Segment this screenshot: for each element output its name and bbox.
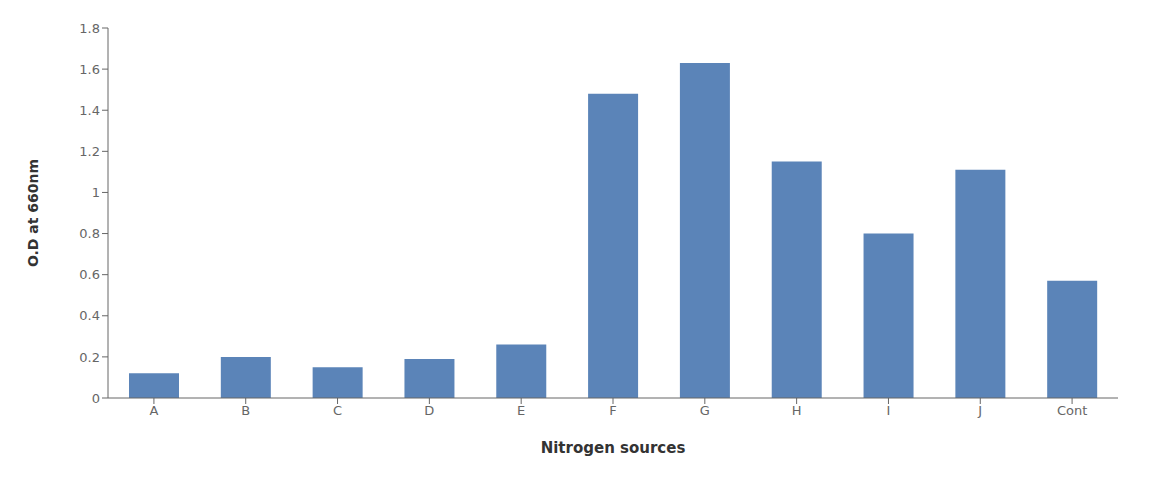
svg-text:B: B <box>241 403 250 418</box>
svg-text:Nitrogen sources: Nitrogen sources <box>541 439 686 457</box>
svg-text:0.6: 0.6 <box>79 267 100 282</box>
svg-text:0: 0 <box>92 391 100 406</box>
svg-text:C: C <box>333 403 342 418</box>
svg-text:I: I <box>887 403 891 418</box>
svg-text:H: H <box>792 403 802 418</box>
svg-text:1.8: 1.8 <box>79 21 100 36</box>
svg-text:A: A <box>149 403 158 418</box>
svg-text:J: J <box>977 403 982 418</box>
svg-text:1: 1 <box>92 185 100 200</box>
svg-text:1.2: 1.2 <box>79 144 100 159</box>
svg-text:G: G <box>700 403 710 418</box>
svg-text:0.4: 0.4 <box>79 308 100 323</box>
svg-text:O.D at 660nm: O.D at 660nm <box>25 159 41 267</box>
svg-text:0.2: 0.2 <box>79 350 100 365</box>
svg-text:0.8: 0.8 <box>79 226 100 241</box>
svg-text:Cont: Cont <box>1057 403 1087 418</box>
svg-text:F: F <box>609 403 616 418</box>
svg-text:E: E <box>517 403 525 418</box>
svg-text:D: D <box>424 403 434 418</box>
svg-text:1.6: 1.6 <box>79 62 100 77</box>
svg-text:1.4: 1.4 <box>79 103 100 118</box>
